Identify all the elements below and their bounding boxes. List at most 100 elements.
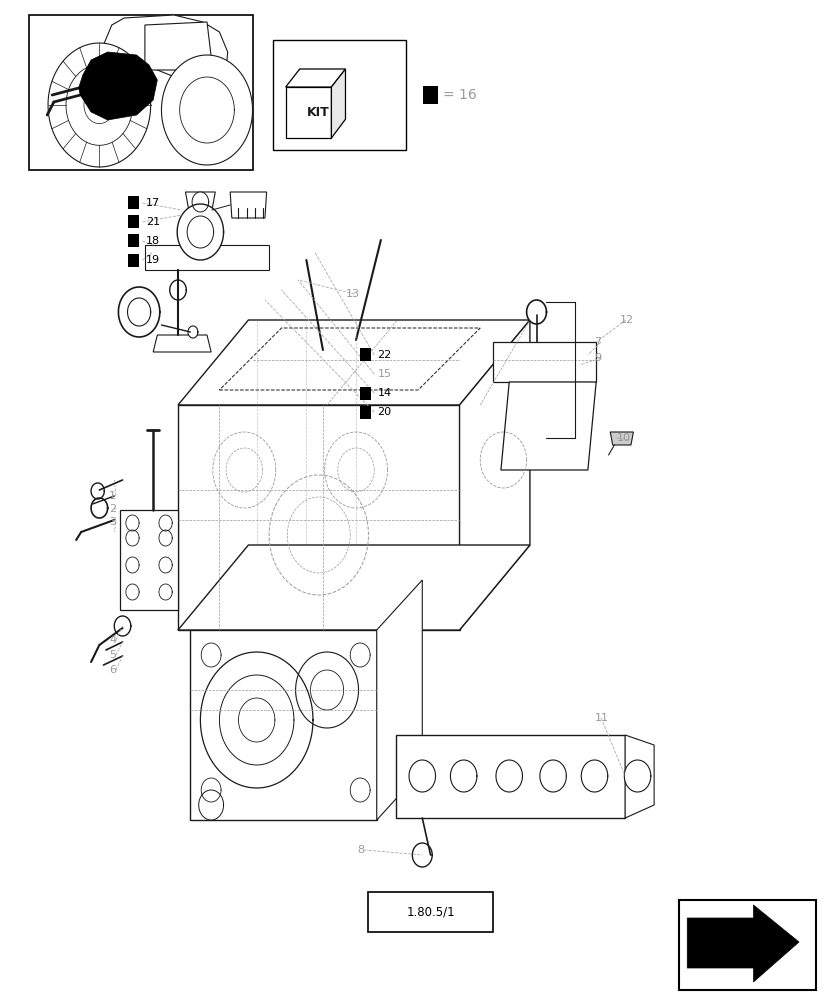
Polygon shape: [103, 15, 227, 80]
Polygon shape: [185, 192, 215, 210]
Circle shape: [91, 483, 104, 499]
Bar: [360, 386, 370, 399]
Polygon shape: [459, 320, 529, 630]
Circle shape: [198, 790, 223, 820]
Circle shape: [310, 670, 343, 710]
Text: 19: 19: [146, 255, 160, 265]
Circle shape: [177, 204, 223, 260]
Circle shape: [114, 616, 131, 636]
Circle shape: [539, 760, 566, 792]
Circle shape: [201, 778, 221, 802]
Circle shape: [126, 557, 139, 573]
Polygon shape: [190, 630, 376, 820]
Circle shape: [412, 843, 432, 867]
Circle shape: [118, 287, 160, 337]
Text: 18: 18: [146, 236, 160, 246]
Bar: [29, 15, 252, 170]
Circle shape: [201, 643, 221, 667]
Polygon shape: [178, 405, 459, 630]
Polygon shape: [79, 52, 157, 120]
Polygon shape: [500, 382, 595, 470]
Circle shape: [48, 43, 151, 167]
Circle shape: [409, 760, 435, 792]
Circle shape: [188, 326, 198, 338]
Polygon shape: [686, 905, 798, 982]
Text: = 16: = 16: [442, 88, 476, 102]
Text: 7: 7: [594, 337, 601, 347]
Bar: [360, 348, 370, 361]
Bar: [128, 253, 139, 266]
Text: 5: 5: [109, 650, 116, 660]
Circle shape: [238, 698, 275, 742]
Bar: [273, 40, 405, 150]
Polygon shape: [178, 545, 529, 630]
Bar: [128, 215, 139, 228]
Bar: [128, 234, 139, 247]
Text: 11: 11: [594, 713, 608, 723]
Text: 10: 10: [616, 433, 630, 443]
Circle shape: [526, 300, 546, 324]
Bar: [128, 196, 139, 209]
Circle shape: [84, 86, 115, 124]
Bar: [368, 892, 492, 932]
Circle shape: [126, 515, 139, 531]
Text: 14: 14: [377, 388, 391, 398]
Polygon shape: [376, 580, 422, 820]
Text: KIT: KIT: [307, 106, 329, 119]
Circle shape: [350, 643, 370, 667]
Circle shape: [66, 65, 132, 145]
Polygon shape: [230, 192, 266, 218]
Text: 13: 13: [346, 289, 360, 299]
Polygon shape: [285, 69, 345, 87]
Circle shape: [126, 584, 139, 600]
Polygon shape: [624, 735, 653, 818]
Polygon shape: [331, 69, 345, 138]
Circle shape: [170, 280, 186, 300]
Text: 12: 12: [619, 315, 633, 325]
Text: 8: 8: [357, 845, 365, 855]
Text: 2: 2: [109, 504, 117, 514]
Circle shape: [127, 298, 151, 326]
Circle shape: [126, 530, 139, 546]
Circle shape: [159, 530, 172, 546]
Bar: [678, 900, 815, 990]
Text: 17: 17: [146, 198, 160, 208]
Circle shape: [219, 675, 294, 765]
Text: 15: 15: [377, 369, 391, 379]
Polygon shape: [609, 432, 633, 445]
Circle shape: [192, 192, 208, 212]
Text: 21: 21: [146, 217, 160, 227]
Circle shape: [495, 760, 522, 792]
Circle shape: [187, 216, 213, 248]
Text: 9: 9: [594, 353, 601, 363]
Polygon shape: [219, 328, 480, 390]
Polygon shape: [145, 22, 213, 70]
Text: 22: 22: [377, 350, 391, 360]
Polygon shape: [145, 245, 269, 270]
Polygon shape: [153, 335, 211, 352]
Circle shape: [159, 584, 172, 600]
Text: 3: 3: [109, 517, 116, 527]
Polygon shape: [178, 320, 529, 405]
Circle shape: [161, 55, 252, 165]
Circle shape: [350, 778, 370, 802]
Text: 4: 4: [109, 635, 117, 645]
Text: 1.80.5/1: 1.80.5/1: [406, 906, 454, 918]
Circle shape: [200, 652, 313, 788]
Polygon shape: [395, 735, 624, 818]
Polygon shape: [285, 87, 331, 138]
Polygon shape: [492, 342, 595, 382]
Circle shape: [450, 760, 476, 792]
Polygon shape: [120, 510, 178, 610]
Circle shape: [159, 515, 172, 531]
Text: 20: 20: [377, 407, 391, 417]
Text: 1: 1: [109, 491, 116, 501]
Text: 6: 6: [109, 665, 116, 675]
Circle shape: [624, 760, 650, 792]
Circle shape: [581, 760, 607, 792]
Circle shape: [295, 652, 358, 728]
Bar: [360, 406, 370, 418]
Circle shape: [159, 557, 172, 573]
Circle shape: [179, 77, 234, 143]
Bar: [423, 86, 437, 104]
